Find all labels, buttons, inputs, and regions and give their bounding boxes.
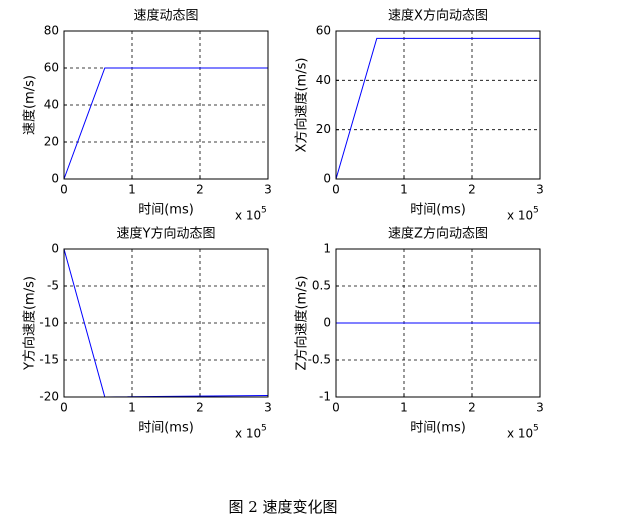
data-line — [335, 37, 540, 180]
y-tick-label: 20 — [316, 122, 331, 136]
x-scale-base: x 10 — [235, 427, 261, 441]
y-tick-label: 80 — [44, 24, 59, 38]
x-tick-label: 1 — [400, 183, 408, 197]
subplot-title: 速度动态图 — [133, 8, 198, 24]
x-tick-label: 2 — [468, 183, 476, 197]
axes-frame — [63, 30, 269, 180]
x-tick-label: 3 — [536, 183, 544, 197]
x-tick-label: 0 — [60, 183, 68, 197]
y-tick-label: -10 — [39, 316, 59, 330]
x-scale-base: x 10 — [235, 209, 261, 223]
y-axis-label: 速度(m/s) — [22, 75, 38, 135]
x-axis-label: 时间(ms) — [410, 421, 466, 436]
y-axis-label: Z方向速度(m/s) — [294, 276, 310, 371]
caption: 图 2 速度变化图 — [228, 498, 337, 516]
y-tick-label: 40 — [44, 98, 59, 112]
data-line — [63, 67, 268, 180]
axes-frame — [335, 30, 541, 180]
x-scale-power: 5 — [261, 206, 267, 216]
y-tick-label: -20 — [39, 390, 59, 404]
y-tick-label: 60 — [44, 61, 59, 75]
x-tick-label: 2 — [468, 401, 476, 415]
y-axis-label: X方向速度(m/s) — [294, 58, 310, 153]
y-tick-label: 0 — [51, 242, 59, 256]
x-tick-label: 3 — [264, 183, 272, 197]
plot-area — [336, 31, 540, 179]
subplot-title: 速度X方向动态图 — [388, 8, 488, 24]
x-tick-label: 0 — [332, 401, 340, 415]
y-tick-label: 40 — [316, 73, 331, 87]
x-tick-label: 2 — [196, 401, 204, 415]
x-axis-label: 时间(ms) — [410, 203, 466, 218]
x-axis-label: 时间(ms) — [138, 421, 194, 436]
x-tick-label: 1 — [128, 183, 136, 197]
y-axis-label: Y方向速度(m/s) — [22, 276, 38, 371]
axes-frame — [63, 248, 269, 398]
x-tick-label: 1 — [128, 401, 136, 415]
y-tick-label: -15 — [39, 353, 59, 367]
axes-frame — [335, 248, 541, 398]
y-tick-label: -1 — [319, 390, 331, 404]
x-tick-label: 3 — [264, 401, 272, 415]
y-tick-label: 0 — [323, 316, 331, 330]
x-tick-label: 0 — [332, 183, 340, 197]
y-tick-label: 0.5 — [312, 279, 331, 293]
y-tick-label: 20 — [44, 135, 59, 149]
x-scale-power: 5 — [533, 206, 539, 216]
x-tick-label: 3 — [536, 401, 544, 415]
x-scale-base: x 10 — [507, 427, 533, 441]
x-scale-base: x 10 — [507, 209, 533, 223]
y-tick-label: 60 — [316, 24, 331, 38]
x-tick-label: 2 — [196, 183, 204, 197]
y-tick-label: 0 — [323, 172, 331, 186]
subplot-title: 速度Y方向动态图 — [117, 226, 216, 242]
y-tick-label: 0 — [51, 172, 59, 186]
y-tick-label: 1 — [323, 242, 331, 256]
x-axis-label: 时间(ms) — [138, 203, 194, 218]
y-tick-label: -5 — [47, 279, 59, 293]
subplot-title: 速度Z方向动态图 — [388, 226, 488, 242]
y-tick-label: -0.5 — [308, 353, 331, 367]
x-tick-label: 0 — [60, 401, 68, 415]
x-scale-power: 5 — [261, 424, 267, 434]
x-scale-power: 5 — [533, 424, 539, 434]
x-tick-label: 1 — [400, 401, 408, 415]
